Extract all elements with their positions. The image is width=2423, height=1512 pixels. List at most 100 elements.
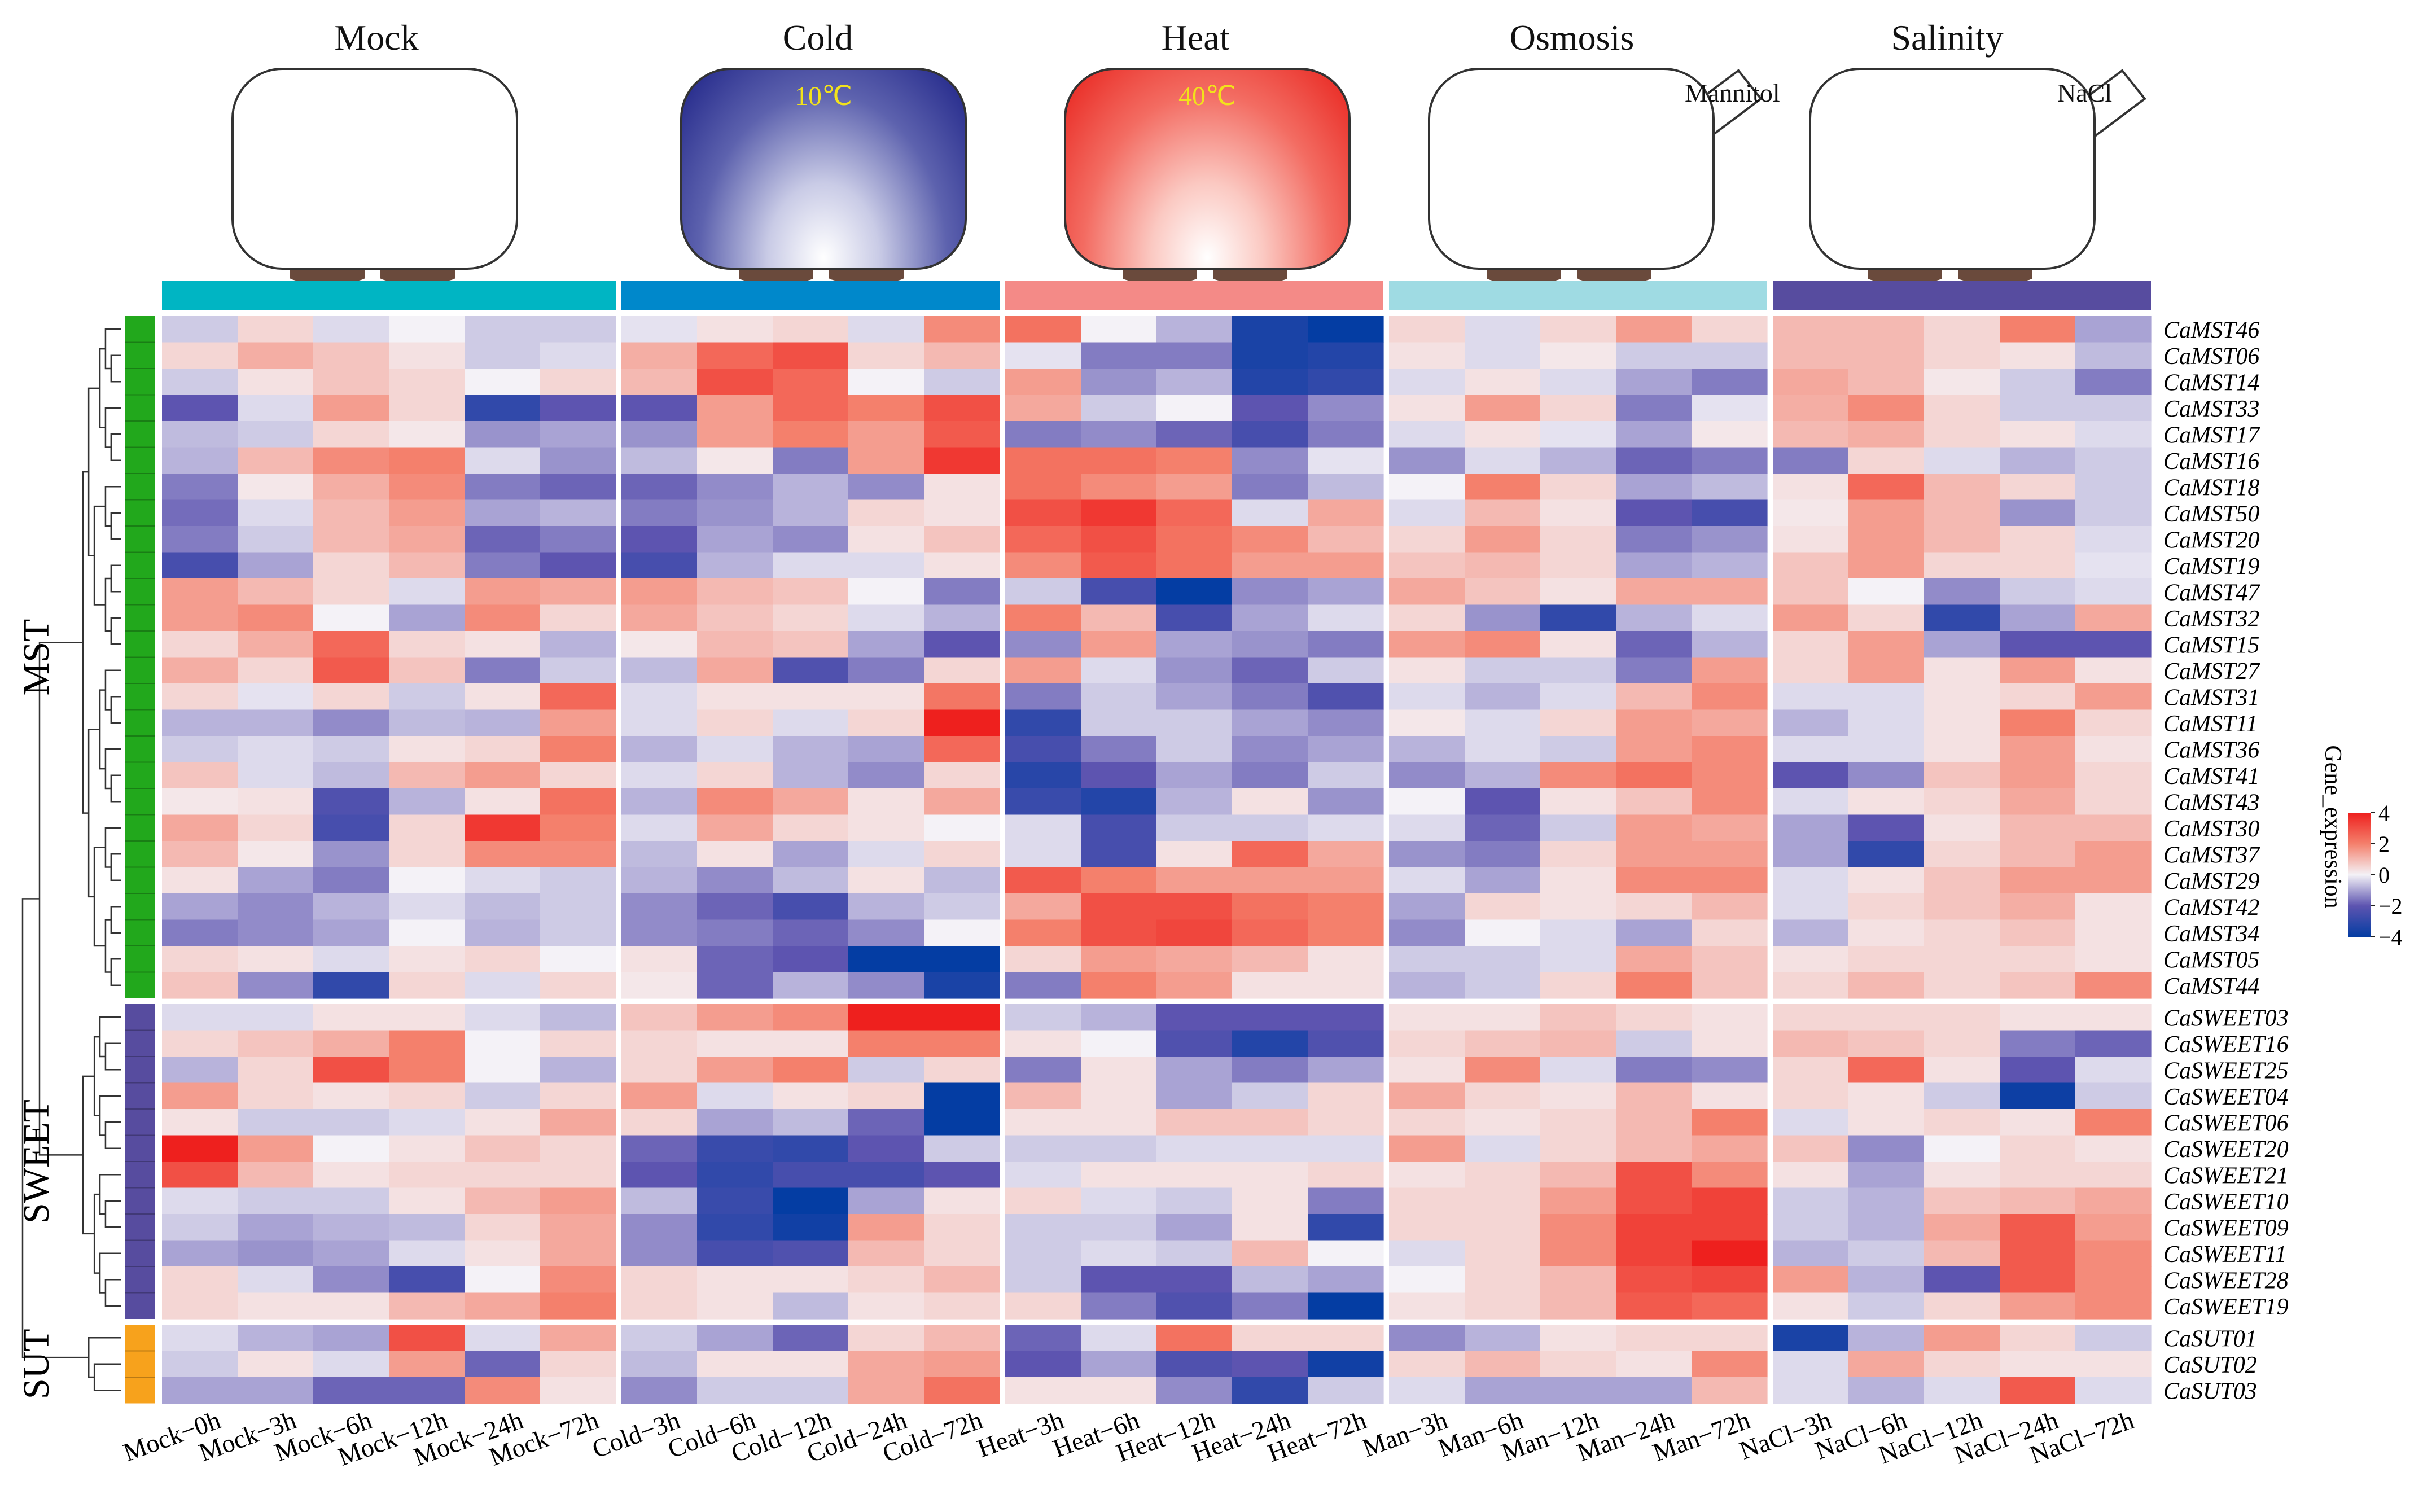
heatmap-cell — [1540, 1162, 1616, 1189]
heatmap-cell — [1081, 1266, 1157, 1294]
heatmap-cell — [924, 631, 1000, 658]
heatmap-cell — [313, 1292, 389, 1320]
heatmap-cell — [389, 1082, 465, 1110]
heatmap-cell — [1692, 893, 1768, 921]
heatmap-cell — [1232, 1162, 1308, 1189]
heatmap-cell — [1308, 1214, 1384, 1241]
heatmap-cell — [1465, 1266, 1541, 1294]
heatmap-cell — [1465, 1351, 1541, 1378]
heatmap-cell — [1232, 946, 1308, 973]
heatmap-cell — [773, 1109, 849, 1136]
heatmap-cell — [773, 972, 849, 999]
heatmap-cell — [848, 762, 924, 789]
heatmap-cell — [540, 1057, 616, 1084]
heatmap-cell — [1692, 369, 1768, 396]
heatmap-cell — [238, 1377, 314, 1404]
heatmap-cell — [621, 395, 698, 422]
heatmap-cell — [1848, 342, 1925, 369]
stage-mock — [231, 68, 518, 270]
group-title-cold: Cold — [782, 17, 853, 58]
heatmap-cell — [465, 1030, 541, 1057]
heatmap-cell — [697, 578, 773, 606]
heatmap-cell — [1848, 762, 1925, 789]
heatmap-cell — [1540, 657, 1616, 684]
heatmap-cell — [1232, 578, 1308, 606]
heatmap-cell — [621, 369, 698, 396]
heatmap-cell — [389, 1351, 465, 1378]
row-label: CaMST14 — [2163, 370, 2259, 396]
heatmap-cell — [1540, 552, 1616, 579]
heatmap-cell — [389, 395, 465, 422]
heatmap-cell — [1232, 762, 1308, 789]
heatmap-cell — [2075, 1030, 2152, 1057]
heatmap-cell — [238, 552, 314, 579]
heatmap-cell — [697, 867, 773, 894]
heatmap-cell — [2075, 946, 2152, 973]
heatmap-cell — [1924, 1004, 2000, 1031]
heatmap-cell — [1848, 604, 1925, 632]
heatmap-cell — [1005, 1030, 1081, 1057]
heatmap-cell — [1773, 1240, 1849, 1267]
heatmap-cell — [621, 499, 698, 527]
heatmap-cell — [540, 1325, 616, 1352]
heatmap-cell — [1540, 474, 1616, 501]
heatmap-cell — [162, 919, 238, 946]
heatmap-cell — [1156, 474, 1233, 501]
heatmap-cell — [238, 1266, 314, 1294]
heatmap-cell — [773, 867, 849, 894]
heatmap-cell — [465, 1004, 541, 1031]
heatmap-cell — [2000, 1004, 2076, 1031]
heatmap-cell — [1156, 1162, 1233, 1189]
heatmap-cell — [621, 342, 698, 369]
heatmap-cell — [1308, 631, 1384, 658]
heatmap-cell — [1924, 867, 2000, 894]
heatmap-cell — [1848, 578, 1925, 606]
heatmap-cell — [2075, 474, 2152, 501]
heatmap-cell — [2000, 657, 2076, 684]
heatmap-cell — [238, 316, 314, 343]
heatmap-cell — [697, 972, 773, 999]
heatmap-cell — [465, 788, 541, 816]
heatmap-cell — [162, 1187, 238, 1215]
heatmap-cell — [1156, 447, 1233, 474]
heatmap-cell — [1924, 709, 2000, 737]
heatmap-cell — [924, 316, 1000, 343]
heatmap-cell — [848, 683, 924, 711]
heatmap-cell — [773, 1162, 849, 1189]
heatmap-cell — [1308, 578, 1384, 606]
heatmap-cell — [773, 604, 849, 632]
heatmap-cell — [465, 499, 541, 527]
heatmap-cell — [1005, 1057, 1081, 1084]
heatmap-cell — [1848, 316, 1925, 343]
heatmap-cell — [389, 1187, 465, 1215]
heatmap-cell — [1773, 683, 1849, 711]
heatmap-cell — [697, 499, 773, 527]
heatmap-cell — [1848, 1162, 1925, 1189]
heatmap-cell — [621, 526, 698, 553]
heatmap-cell — [1081, 1240, 1157, 1267]
heatmap-cell — [1081, 683, 1157, 711]
heatmap-cell — [1389, 552, 1465, 579]
heatmap-cell — [848, 1325, 924, 1352]
heatmap-cell — [848, 1266, 924, 1294]
heatmap-cell — [1232, 395, 1308, 422]
heatmap-cell — [313, 631, 389, 658]
heatmap-cell — [1308, 1325, 1384, 1352]
cold-temperature-label: 10℃ — [795, 81, 852, 111]
heatmap-cell — [1848, 1325, 1925, 1352]
heatmap-cell — [238, 631, 314, 658]
heatmap-cell — [1156, 946, 1233, 973]
heatmap-cell — [1924, 395, 2000, 422]
heatmap-cell — [1692, 447, 1768, 474]
heatmap-cell — [1924, 1030, 2000, 1057]
row-label: CaSUT01 — [2163, 1326, 2257, 1352]
heatmap-cell — [1848, 736, 1925, 763]
heatmap-cell — [1848, 1082, 1925, 1110]
heatmap-cell — [1081, 316, 1157, 343]
heatmap-cell — [465, 631, 541, 658]
color-legend: 4 2 0 −2 −4 Gene_expression — [2320, 745, 2403, 950]
heatmap-cell — [162, 1292, 238, 1320]
heatmap-cell — [1773, 552, 1849, 579]
heatmap-cell — [1773, 762, 1849, 789]
heatmap-cell — [1773, 1187, 1849, 1215]
